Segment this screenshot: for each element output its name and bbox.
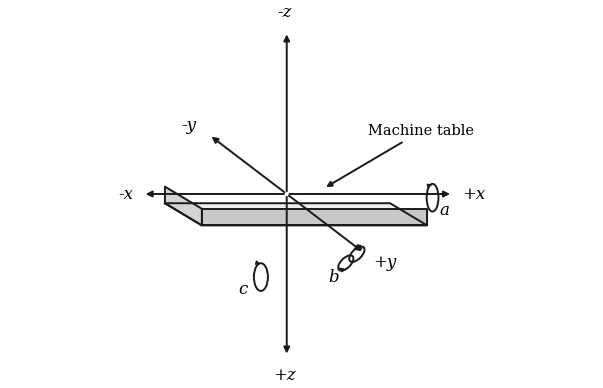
Text: +y: +y	[373, 254, 397, 271]
Text: -z: -z	[278, 3, 292, 21]
Text: Machine table: Machine table	[328, 124, 474, 186]
Text: +z: +z	[274, 367, 296, 385]
Text: -x: -x	[119, 186, 133, 203]
Text: a: a	[440, 202, 450, 219]
Text: c: c	[239, 281, 248, 298]
Text: b: b	[328, 268, 338, 286]
Polygon shape	[202, 209, 427, 225]
Polygon shape	[165, 187, 202, 225]
Polygon shape	[165, 203, 427, 225]
Text: -y: -y	[182, 117, 197, 134]
Text: +x: +x	[462, 186, 485, 203]
